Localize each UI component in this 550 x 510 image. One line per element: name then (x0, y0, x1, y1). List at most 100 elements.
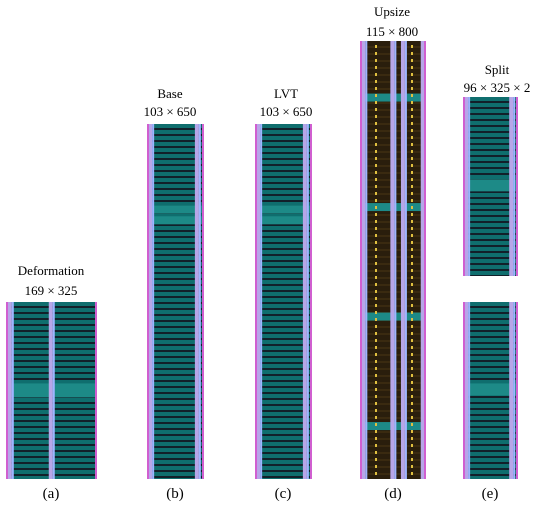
cell-row (147, 322, 204, 326)
cell-row (255, 268, 312, 272)
cell-row (463, 368, 518, 372)
pin-mark (411, 297, 413, 300)
edge-left (463, 97, 465, 276)
cell-row (147, 346, 204, 350)
pin-mark (411, 143, 413, 146)
panel-c-layout (255, 124, 312, 479)
cell-row (463, 356, 518, 360)
cell-row (147, 136, 204, 140)
cell-row (255, 280, 312, 284)
signal-column (468, 302, 471, 479)
cell-row (463, 404, 518, 408)
signal-column (513, 302, 516, 479)
cell-row (463, 97, 518, 101)
cell-row (255, 358, 312, 362)
pin-mark (375, 360, 377, 363)
cell-row (463, 115, 518, 119)
pin-mark (411, 339, 413, 342)
cell-row (463, 350, 518, 354)
cell-row (463, 326, 518, 330)
pin-mark (375, 94, 377, 97)
cell-row (255, 232, 312, 236)
cell-row (147, 226, 204, 230)
cell-row (255, 370, 312, 374)
pin-mark (375, 164, 377, 167)
cell-row (463, 422, 518, 426)
pin-mark (375, 59, 377, 62)
panel-e-layout-bottom (463, 302, 518, 479)
edge-left (255, 124, 257, 479)
pin-mark (411, 472, 413, 475)
panel-a-layout (6, 302, 97, 479)
cell-row (147, 274, 204, 278)
pin-mark (375, 262, 377, 265)
pin-mark (375, 388, 377, 391)
pin-mark (411, 283, 413, 286)
cell-row (147, 370, 204, 374)
cell-row (255, 322, 312, 326)
panel-e-dims: 96 × 325 × 2 (463, 80, 531, 95)
pin-mark (411, 437, 413, 440)
pin-mark (411, 206, 413, 209)
cell-row (463, 476, 518, 479)
cell-row (463, 271, 518, 275)
cell-row (147, 292, 204, 296)
cell-row (147, 244, 204, 248)
panel-d-name: Upsize (373, 4, 411, 19)
pin-mark (411, 87, 413, 90)
cell-row (147, 394, 204, 398)
pin-mark (411, 430, 413, 433)
cell-row (255, 460, 312, 464)
cell-row (147, 478, 204, 479)
pin-mark (375, 129, 377, 132)
pin-mark (375, 458, 377, 461)
cell-row (147, 268, 204, 272)
cell-row (255, 178, 312, 182)
cell-row (147, 166, 204, 170)
cell-row (255, 154, 312, 158)
cell-row (147, 196, 204, 200)
cell-row (463, 151, 518, 155)
pin-mark (411, 73, 413, 76)
cell-row (147, 286, 204, 290)
pin-mark (375, 332, 377, 335)
cell-row (463, 398, 518, 402)
pin-mark (375, 115, 377, 118)
pin-mark (375, 346, 377, 349)
cell-row (147, 448, 204, 452)
cell-row (147, 412, 204, 416)
cell-row (147, 304, 204, 308)
pin-mark (411, 346, 413, 349)
cell-row (255, 454, 312, 458)
power-rail (390, 41, 395, 479)
cell-row (147, 154, 204, 158)
cell-row (463, 314, 518, 318)
pin-mark (411, 185, 413, 188)
cell-row (463, 235, 518, 239)
pin-mark (375, 241, 377, 244)
cell-row (463, 440, 518, 444)
cell-row (255, 436, 312, 440)
pin-mark (375, 353, 377, 356)
cell-row (147, 460, 204, 464)
panel-e-name: Split (484, 62, 510, 77)
pin-mark (411, 234, 413, 237)
cell-row (463, 223, 518, 227)
pin-mark (411, 311, 413, 314)
cell-row (463, 253, 518, 257)
cell-row (255, 250, 312, 254)
pin-mark (375, 409, 377, 412)
macro-band (463, 179, 518, 192)
cell-row (147, 316, 204, 320)
pin-mark (375, 101, 377, 104)
signal-column (394, 41, 397, 479)
pin-mark (375, 52, 377, 55)
signal-column (306, 124, 309, 479)
cell-row (255, 472, 312, 476)
cell-row (255, 304, 312, 308)
pin-mark (411, 52, 413, 55)
pin-mark (375, 150, 377, 153)
pin-mark (411, 227, 413, 230)
pin-mark (375, 304, 377, 307)
cell-row (147, 310, 204, 314)
